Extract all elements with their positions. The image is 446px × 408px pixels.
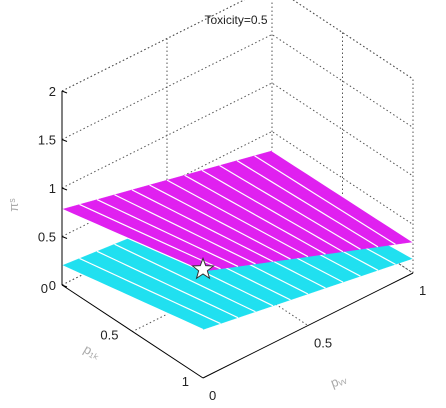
y-axis-line (202, 272, 414, 379)
x-axis-line (61, 284, 204, 379)
surface-mesh-line (114, 243, 256, 313)
surface-mesh-line (131, 189, 274, 263)
surface-mesh-line (114, 194, 256, 265)
z-grid-line (61, 33, 414, 140)
z-tick-label: 2 (49, 84, 56, 99)
surface-mesh-line (61, 265, 204, 331)
y-tick-label: 0 (209, 388, 216, 403)
z-tick-mark (61, 139, 68, 142)
z-tick-label: 0.5 (38, 230, 56, 245)
surface-mesh-line (79, 257, 221, 325)
z-tick-label: 1.5 (38, 133, 56, 148)
z-tick-mark (61, 187, 68, 191)
tick-labels: 0 0.5 1 1.5 2 0 0.5 1 0 0.5 1 (38, 84, 426, 403)
y-tick-label: 0.5 (314, 336, 332, 351)
x-grid-line (132, 32, 343, 332)
surface-mesh-line (254, 155, 396, 245)
surface-mesh-line (61, 208, 204, 272)
x-tick-label: 0 (41, 281, 48, 296)
surface-mesh-line (236, 160, 379, 248)
surface-mesh-line (96, 250, 239, 319)
surfaces (61, 150, 414, 331)
star-marker-icon (191, 256, 215, 280)
surface-mesh-line (96, 199, 239, 267)
z-tick-mark (61, 90, 68, 94)
z-tick-mark (61, 284, 68, 288)
surface-mesh-line (79, 203, 221, 270)
x-tick-label: 1 (182, 374, 189, 389)
z-axis-label: πˢ (6, 198, 21, 212)
chart-title: Toxicity=0.5 (204, 13, 267, 27)
x-tick-label: 0.5 (100, 328, 118, 343)
surface-mesh-line (166, 179, 309, 258)
x-axis-label: p₁ₖ (81, 341, 103, 363)
y-grid-line (166, 38, 309, 326)
surface-mesh-line (219, 164, 361, 250)
surface-mesh-line (271, 150, 414, 243)
star-marker-group (191, 256, 215, 280)
surface-mesh-line (184, 174, 326, 255)
surface-mesh-line (149, 184, 291, 260)
y-axis-label: pᵥᵥ (329, 371, 350, 391)
surface-mesh-line (201, 169, 344, 253)
z-tick-label: 0 (49, 278, 56, 293)
z-tick-label: 1 (49, 181, 56, 196)
z-tick-mark (61, 236, 68, 239)
y-tick-label: 1 (419, 283, 426, 298)
